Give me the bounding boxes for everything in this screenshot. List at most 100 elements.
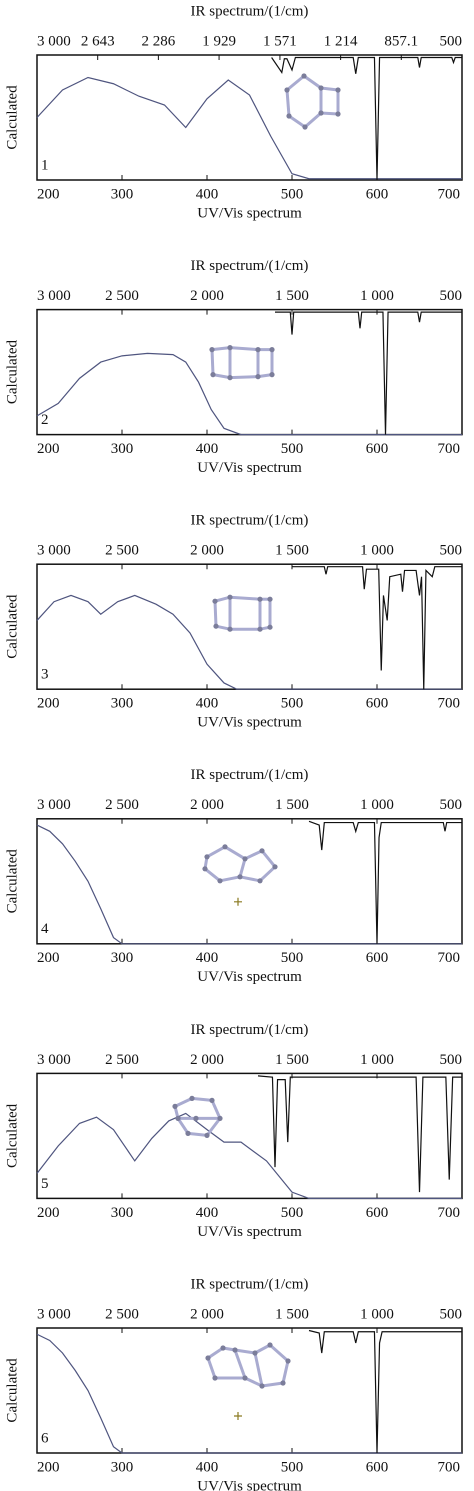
atom <box>193 1115 199 1121</box>
atom <box>257 878 263 884</box>
bond <box>288 114 306 129</box>
bond <box>210 349 215 375</box>
atom <box>259 848 265 854</box>
atom <box>212 598 218 604</box>
atom <box>237 874 243 880</box>
atom <box>286 113 292 119</box>
bond <box>187 1131 208 1137</box>
x2-tick-label: 2 000 <box>190 797 224 813</box>
x-tick-label: 400 <box>196 1459 219 1475</box>
bond <box>206 1357 217 1379</box>
x-tick-label: 300 <box>111 441 134 457</box>
bond <box>320 111 339 116</box>
x-axis-title: UV/Vis spectrum <box>197 205 302 221</box>
atom <box>227 594 233 600</box>
panel-label: 6 <box>41 1430 49 1446</box>
bond <box>205 1117 222 1137</box>
x2-tick-label: 3 000 <box>37 797 71 813</box>
spectrum-line <box>36 1112 462 1199</box>
atom <box>189 1095 195 1101</box>
atom <box>222 844 228 850</box>
bond <box>191 1096 213 1102</box>
x-tick-label: 600 <box>366 696 389 712</box>
bond <box>229 375 259 380</box>
atom <box>318 110 324 116</box>
bond <box>253 1352 264 1387</box>
atom <box>267 596 273 602</box>
x2-tick-label: 2 000 <box>190 288 224 304</box>
x-tick-label: 700 <box>438 441 461 457</box>
top-axis-title: IR spectrum/(1/cm) <box>191 3 309 19</box>
atom <box>272 864 278 870</box>
plot-frame <box>36 308 463 436</box>
x2-tick-label: 2 643 <box>81 33 115 49</box>
bond <box>286 74 305 92</box>
bond <box>174 1097 193 1108</box>
bond <box>285 89 291 117</box>
x-tick-label: 200 <box>37 186 60 202</box>
atom <box>217 1115 223 1121</box>
bond <box>260 849 277 868</box>
atom <box>185 1130 191 1136</box>
x2-tick-label: 500 <box>440 797 463 813</box>
bond <box>261 1381 284 1388</box>
bond <box>234 1348 256 1355</box>
x2-tick-label: 2 500 <box>105 288 139 304</box>
x-tick-label: 700 <box>438 1205 461 1221</box>
top-axis-title: IR spectrum/(1/cm) <box>191 1276 309 1292</box>
atom <box>255 347 261 353</box>
bond <box>233 1349 247 1379</box>
y-axis-title: Calculated <box>4 849 20 914</box>
x-tick-label: 700 <box>438 1459 461 1475</box>
x2-tick-label: 3 000 <box>37 1306 71 1322</box>
x2-tick-label: 1 929 <box>202 33 236 49</box>
x-tick-label: 200 <box>37 441 60 457</box>
x2-tick-label: 1 214 <box>324 33 358 49</box>
x-tick-label: 400 <box>196 950 219 966</box>
atom <box>335 111 341 117</box>
bond <box>212 373 231 380</box>
x2-tick-label: 1 000 <box>360 543 394 559</box>
panel-label: 1 <box>41 157 49 173</box>
x2-tick-label: 2 000 <box>190 1052 224 1068</box>
atom <box>269 372 275 378</box>
x2-tick-label: 1 571 <box>263 33 297 49</box>
atom <box>175 1115 181 1121</box>
x-tick-label: 500 <box>281 186 304 202</box>
x-tick-label: 600 <box>366 441 389 457</box>
plot-frame <box>36 1072 463 1200</box>
x-tick-label: 300 <box>111 696 134 712</box>
bond <box>238 858 247 878</box>
panel-label: 4 <box>41 921 49 937</box>
x-tick-label: 600 <box>366 1459 389 1475</box>
plot-frame <box>36 818 463 945</box>
bond <box>207 1346 224 1360</box>
atom <box>252 1350 258 1356</box>
x-tick-label: 500 <box>281 696 304 712</box>
x-tick-label: 300 <box>111 186 134 202</box>
spectrum-line <box>308 820 462 944</box>
y-axis-title: Calculated <box>4 1358 20 1423</box>
x2-tick-label: 3 000 <box>37 543 71 559</box>
atom <box>280 1380 286 1386</box>
bond <box>244 1376 263 1388</box>
x2-tick-label: 857.1 <box>384 33 418 49</box>
atom <box>205 1355 211 1361</box>
spectrum-line <box>36 76 462 180</box>
bond <box>176 1117 190 1135</box>
atom <box>227 345 233 351</box>
x2-tick-label: 3 000 <box>37 1052 71 1068</box>
bond <box>229 346 259 352</box>
panel-label: 3 <box>41 667 49 683</box>
atom <box>257 596 263 602</box>
spectrum-line <box>36 594 462 690</box>
atom <box>284 87 290 93</box>
bond <box>211 346 231 352</box>
atom <box>209 347 215 353</box>
spectrum-line <box>36 824 462 945</box>
center-marker <box>234 1412 242 1420</box>
panel-label: 2 <box>41 412 49 428</box>
y-axis-title: Calculated <box>4 340 20 405</box>
x-tick-label: 500 <box>281 1459 304 1475</box>
